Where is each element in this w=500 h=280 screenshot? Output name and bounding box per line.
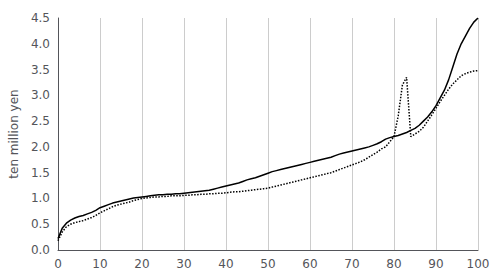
- svg-text:90: 90: [428, 257, 443, 271]
- svg-text:50: 50: [260, 257, 275, 271]
- svg-text:0.5: 0.5: [31, 217, 50, 231]
- svg-text:100: 100: [467, 257, 490, 271]
- svg-text:ten million yen: ten million yen: [7, 89, 21, 178]
- svg-text:4.5: 4.5: [31, 11, 50, 25]
- svg-text:40: 40: [218, 257, 233, 271]
- svg-text:2.0: 2.0: [31, 140, 50, 154]
- svg-text:3.0: 3.0: [31, 88, 50, 102]
- svg-text:0.0: 0.0: [31, 243, 50, 257]
- svg-text:80: 80: [386, 257, 401, 271]
- svg-text:1.5: 1.5: [31, 166, 50, 180]
- svg-text:20: 20: [134, 257, 149, 271]
- svg-text:2.5: 2.5: [31, 114, 50, 128]
- svg-text:10: 10: [92, 257, 107, 271]
- svg-text:1.0: 1.0: [31, 191, 50, 205]
- svg-text:60: 60: [302, 257, 317, 271]
- svg-text:70: 70: [344, 257, 359, 271]
- svg-text:4.0: 4.0: [31, 37, 50, 51]
- svg-text:0: 0: [54, 257, 62, 271]
- svg-text:30: 30: [176, 257, 191, 271]
- svg-text:3.5: 3.5: [31, 63, 50, 77]
